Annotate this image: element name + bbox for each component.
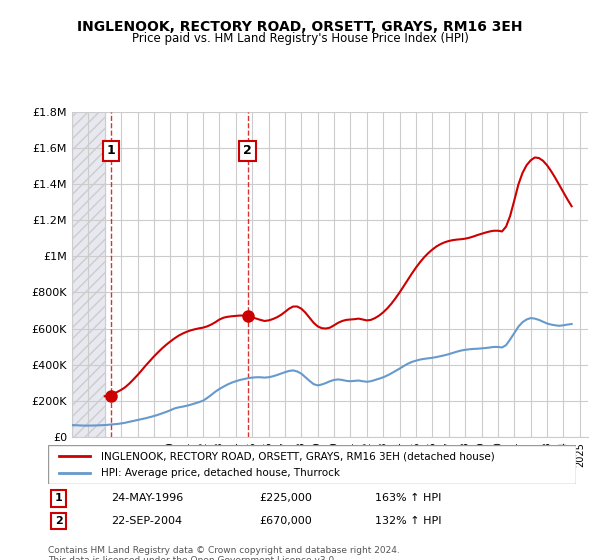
Text: 132% ↑ HPI: 132% ↑ HPI: [376, 516, 442, 526]
Text: 2: 2: [243, 144, 252, 157]
Text: 1: 1: [55, 493, 62, 503]
Text: £670,000: £670,000: [259, 516, 312, 526]
Bar: [72, 112, 105, 437]
Text: £225,000: £225,000: [259, 493, 312, 503]
Text: Price paid vs. HM Land Registry's House Price Index (HPI): Price paid vs. HM Land Registry's House …: [131, 32, 469, 45]
Text: INGLENOOK, RECTORY ROAD, ORSETT, GRAYS, RM16 3EH (detached house): INGLENOOK, RECTORY ROAD, ORSETT, GRAYS, …: [101, 451, 494, 461]
Text: 163% ↑ HPI: 163% ↑ HPI: [376, 493, 442, 503]
FancyBboxPatch shape: [48, 445, 576, 484]
Text: HPI: Average price, detached house, Thurrock: HPI: Average price, detached house, Thur…: [101, 468, 340, 478]
Text: 22-SEP-2004: 22-SEP-2004: [112, 516, 182, 526]
Bar: [72, 112, 105, 437]
Text: Contains HM Land Registry data © Crown copyright and database right 2024.
This d: Contains HM Land Registry data © Crown c…: [48, 546, 400, 560]
Text: 2: 2: [55, 516, 62, 526]
Text: INGLENOOK, RECTORY ROAD, ORSETT, GRAYS, RM16 3EH: INGLENOOK, RECTORY ROAD, ORSETT, GRAYS, …: [77, 20, 523, 34]
Text: 1: 1: [107, 144, 115, 157]
Text: 24-MAY-1996: 24-MAY-1996: [112, 493, 184, 503]
